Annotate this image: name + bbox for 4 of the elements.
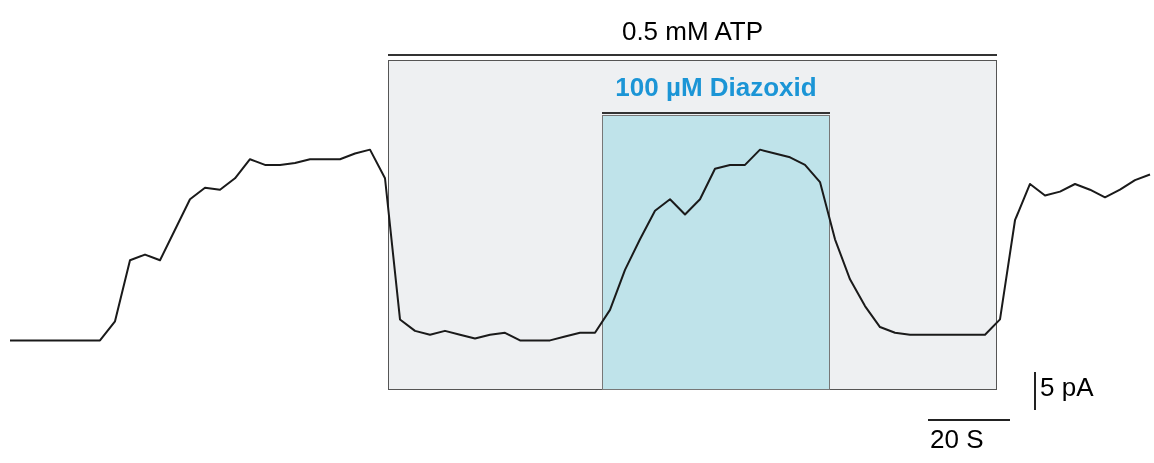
text: 20 S [930, 424, 984, 455]
text: 100 µM Diazoxid [614, 72, 818, 103]
text: 0.5 mM ATP [620, 16, 765, 47]
text: 5 pA [1040, 372, 1094, 403]
